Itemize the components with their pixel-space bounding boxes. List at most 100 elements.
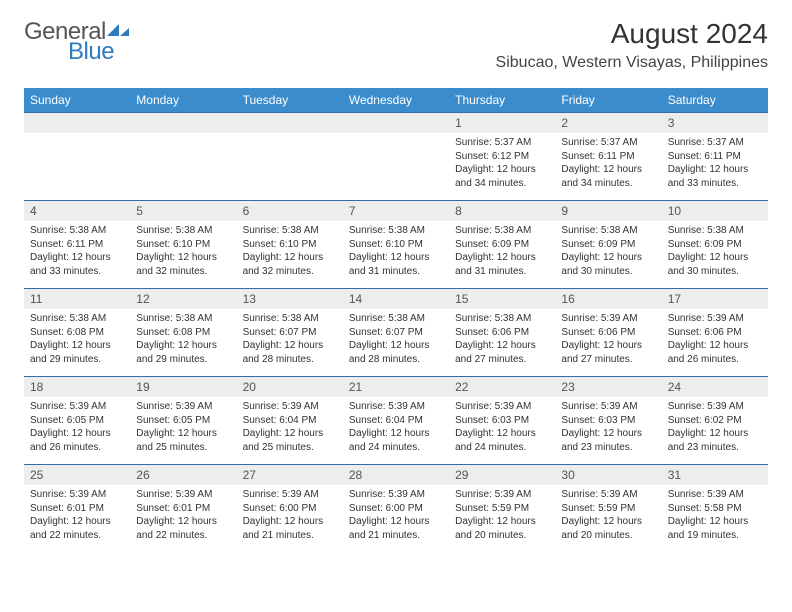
sunrise-line: Sunrise: 5:39 AM [561,400,655,414]
day-number: 29 [449,465,555,485]
day-number: 8 [449,201,555,221]
daylight-line: Daylight: 12 hours and 33 minutes. [30,251,124,278]
day-number: 28 [343,465,449,485]
sunrise-line: Sunrise: 5:39 AM [455,400,549,414]
day-number: 12 [130,289,236,309]
day-cell: 19Sunrise: 5:39 AMSunset: 6:05 PMDayligh… [130,377,236,465]
sunset-line: Sunset: 5:58 PM [668,502,762,516]
day-number-empty [343,113,449,133]
day-cell: 25Sunrise: 5:39 AMSunset: 6:01 PMDayligh… [24,465,130,553]
sunrise-line: Sunrise: 5:39 AM [30,400,124,414]
daylight-line: Daylight: 12 hours and 23 minutes. [668,427,762,454]
sunrise-line: Sunrise: 5:39 AM [136,400,230,414]
day-number: 25 [24,465,130,485]
day-details: Sunrise: 5:39 AMSunset: 6:03 PMDaylight:… [449,397,555,460]
sunset-line: Sunset: 6:10 PM [243,238,337,252]
day-cell: 12Sunrise: 5:38 AMSunset: 6:08 PMDayligh… [130,289,236,377]
day-cell [130,113,236,201]
day-details: Sunrise: 5:39 AMSunset: 5:58 PMDaylight:… [662,485,768,548]
day-details: Sunrise: 5:38 AMSunset: 6:10 PMDaylight:… [130,221,236,284]
day-number: 30 [555,465,661,485]
sunset-line: Sunset: 6:01 PM [136,502,230,516]
sunset-line: Sunset: 6:07 PM [243,326,337,340]
sunrise-line: Sunrise: 5:38 AM [243,224,337,238]
sunrise-line: Sunrise: 5:38 AM [561,224,655,238]
calendar-body: 1Sunrise: 5:37 AMSunset: 6:12 PMDaylight… [24,113,768,553]
sunrise-line: Sunrise: 5:38 AM [243,312,337,326]
sunset-line: Sunset: 6:09 PM [668,238,762,252]
day-cell: 21Sunrise: 5:39 AMSunset: 6:04 PMDayligh… [343,377,449,465]
day-cell: 15Sunrise: 5:38 AMSunset: 6:06 PMDayligh… [449,289,555,377]
sunset-line: Sunset: 6:04 PM [243,414,337,428]
sunrise-line: Sunrise: 5:38 AM [136,312,230,326]
dow-monday: Monday [130,88,236,113]
daylight-line: Daylight: 12 hours and 23 minutes. [561,427,655,454]
day-number: 2 [555,113,661,133]
day-cell: 13Sunrise: 5:38 AMSunset: 6:07 PMDayligh… [237,289,343,377]
day-cell: 27Sunrise: 5:39 AMSunset: 6:00 PMDayligh… [237,465,343,553]
sunrise-line: Sunrise: 5:39 AM [668,400,762,414]
day-cell: 18Sunrise: 5:39 AMSunset: 6:05 PMDayligh… [24,377,130,465]
day-number: 19 [130,377,236,397]
sunset-line: Sunset: 6:03 PM [455,414,549,428]
sunset-line: Sunset: 6:00 PM [243,502,337,516]
daylight-line: Daylight: 12 hours and 25 minutes. [243,427,337,454]
day-cell: 30Sunrise: 5:39 AMSunset: 5:59 PMDayligh… [555,465,661,553]
day-details: Sunrise: 5:39 AMSunset: 5:59 PMDaylight:… [449,485,555,548]
day-details: Sunrise: 5:39 AMSunset: 6:01 PMDaylight:… [130,485,236,548]
day-number: 24 [662,377,768,397]
day-number: 13 [237,289,343,309]
day-cell: 11Sunrise: 5:38 AMSunset: 6:08 PMDayligh… [24,289,130,377]
sunrise-line: Sunrise: 5:38 AM [30,224,124,238]
day-cell: 16Sunrise: 5:39 AMSunset: 6:06 PMDayligh… [555,289,661,377]
daylight-line: Daylight: 12 hours and 25 minutes. [136,427,230,454]
daylight-line: Daylight: 12 hours and 20 minutes. [455,515,549,542]
sunset-line: Sunset: 6:06 PM [668,326,762,340]
dow-thursday: Thursday [449,88,555,113]
day-details: Sunrise: 5:38 AMSunset: 6:06 PMDaylight:… [449,309,555,372]
day-details: Sunrise: 5:39 AMSunset: 6:06 PMDaylight:… [662,309,768,372]
day-number: 1 [449,113,555,133]
sunrise-line: Sunrise: 5:38 AM [136,224,230,238]
day-cell: 1Sunrise: 5:37 AMSunset: 6:12 PMDaylight… [449,113,555,201]
day-details: Sunrise: 5:38 AMSunset: 6:07 PMDaylight:… [237,309,343,372]
day-number: 16 [555,289,661,309]
daylight-line: Daylight: 12 hours and 30 minutes. [561,251,655,278]
sunrise-line: Sunrise: 5:37 AM [668,136,762,150]
sunrise-line: Sunrise: 5:37 AM [455,136,549,150]
dow-saturday: Saturday [662,88,768,113]
sunrise-line: Sunrise: 5:39 AM [561,488,655,502]
sunset-line: Sunset: 5:59 PM [455,502,549,516]
day-number: 27 [237,465,343,485]
day-number-empty [237,113,343,133]
day-details: Sunrise: 5:39 AMSunset: 6:06 PMDaylight:… [555,309,661,372]
month-year: August 2024 [496,18,768,50]
daylight-line: Daylight: 12 hours and 30 minutes. [668,251,762,278]
day-number: 26 [130,465,236,485]
day-details: Sunrise: 5:39 AMSunset: 6:01 PMDaylight:… [24,485,130,548]
sunset-line: Sunset: 6:11 PM [668,150,762,164]
day-number: 20 [237,377,343,397]
sunset-line: Sunset: 6:04 PM [349,414,443,428]
day-of-week-row: SundayMondayTuesdayWednesdayThursdayFrid… [24,88,768,113]
day-cell: 23Sunrise: 5:39 AMSunset: 6:03 PMDayligh… [555,377,661,465]
sunset-line: Sunset: 6:10 PM [349,238,443,252]
sunrise-line: Sunrise: 5:38 AM [668,224,762,238]
day-number: 11 [24,289,130,309]
sunset-line: Sunset: 6:08 PM [136,326,230,340]
day-cell [237,113,343,201]
day-details: Sunrise: 5:38 AMSunset: 6:11 PMDaylight:… [24,221,130,284]
day-details: Sunrise: 5:38 AMSunset: 6:08 PMDaylight:… [24,309,130,372]
day-number: 17 [662,289,768,309]
day-details: Sunrise: 5:38 AMSunset: 6:07 PMDaylight:… [343,309,449,372]
sunset-line: Sunset: 6:09 PM [455,238,549,252]
sunset-line: Sunset: 6:00 PM [349,502,443,516]
day-cell: 4Sunrise: 5:38 AMSunset: 6:11 PMDaylight… [24,201,130,289]
day-number: 31 [662,465,768,485]
day-number: 23 [555,377,661,397]
sunset-line: Sunset: 6:12 PM [455,150,549,164]
brand-logo: GeneralBlue [24,18,131,66]
day-number: 5 [130,201,236,221]
daylight-line: Daylight: 12 hours and 26 minutes. [30,427,124,454]
day-cell: 28Sunrise: 5:39 AMSunset: 6:00 PMDayligh… [343,465,449,553]
